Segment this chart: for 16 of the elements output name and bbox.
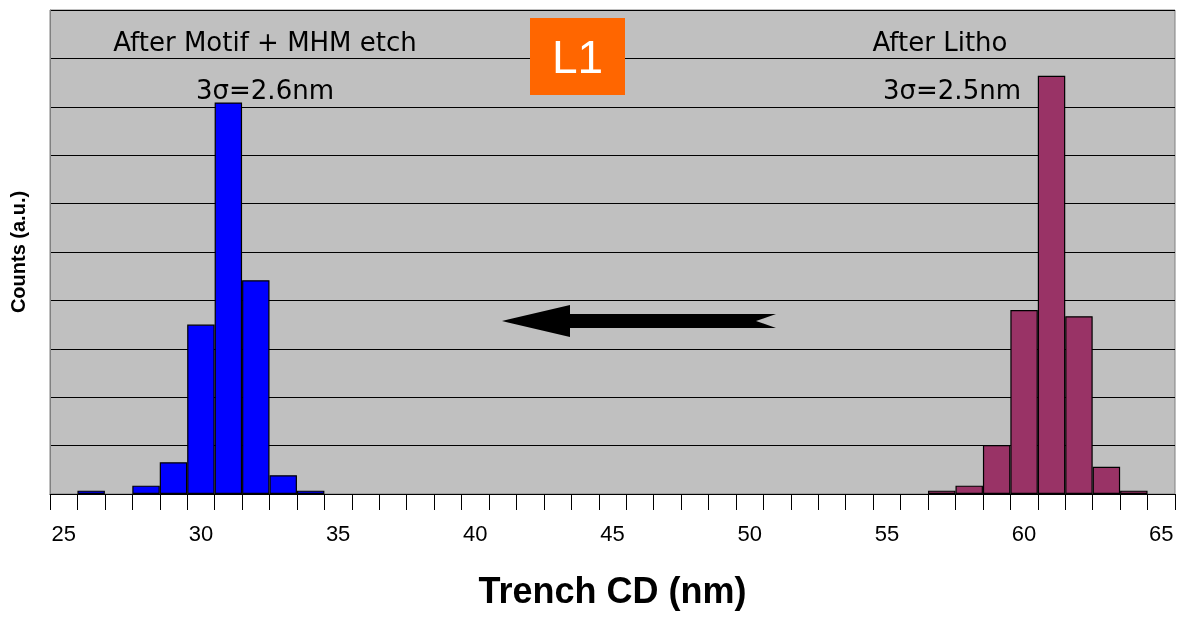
x-tick-label: 55: [874, 520, 900, 546]
annotation: 3σ=2.5nm: [883, 75, 1021, 105]
text: After Litho: [872, 27, 1008, 57]
text: After Motif + MHM etch: [113, 27, 417, 57]
x-tick-label: 25: [51, 520, 76, 546]
x-tick-label: 60: [1011, 520, 1037, 546]
x-tick-label: 35: [325, 520, 351, 546]
x-tick-label: 50: [737, 520, 762, 546]
annotation: L1: [530, 18, 625, 95]
x-tick-label: 65: [1149, 520, 1174, 546]
x-axis-title: Trench CD (nm): [478, 569, 747, 611]
x-tick-label: 45: [600, 520, 625, 546]
x-tick-label: 30: [188, 520, 214, 546]
annotation: 3σ=2.6nm: [196, 75, 334, 105]
y-axis-title: Counts (a.u.): [7, 190, 29, 314]
x-tick-label: 40: [463, 520, 488, 546]
